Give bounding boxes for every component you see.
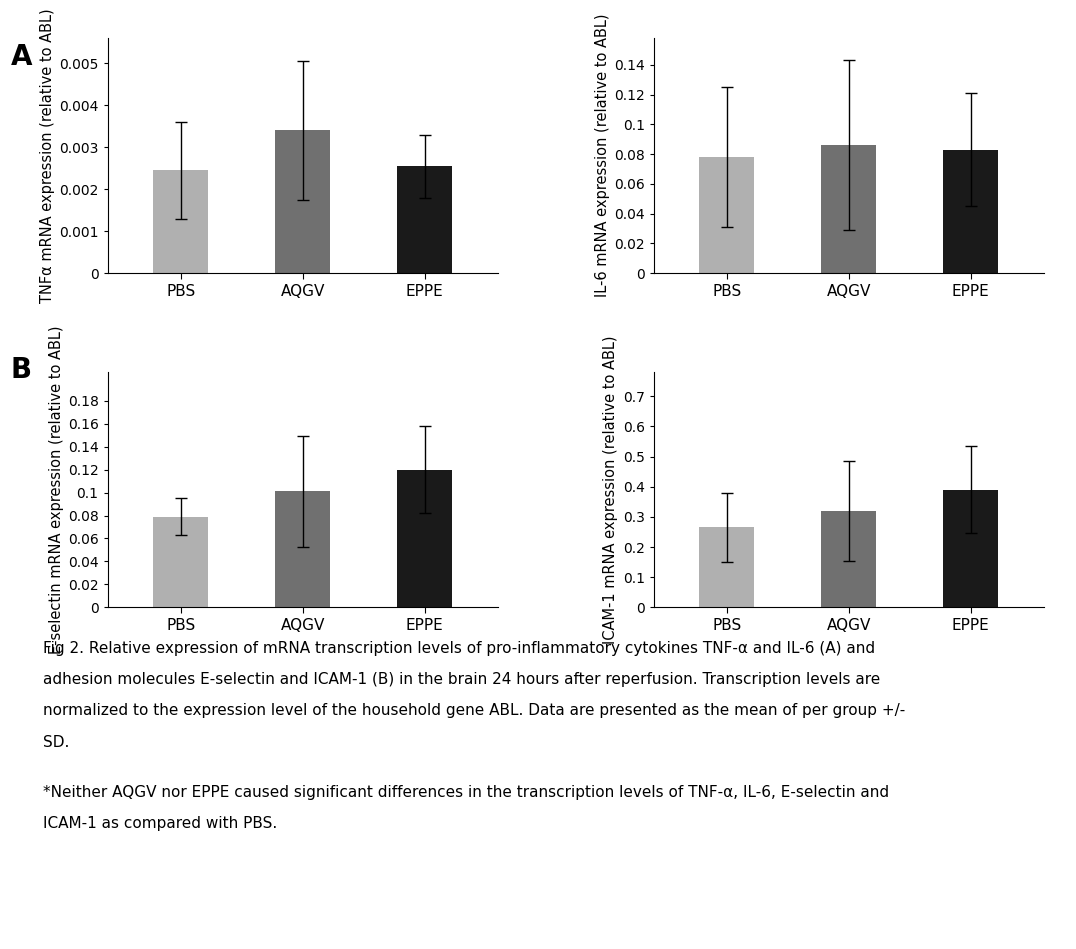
Text: Fig 2. Relative expression of mRNA transcription levels of pro-inflammatory cyto: Fig 2. Relative expression of mRNA trans… [43, 641, 875, 656]
Bar [153, 170, 208, 273]
Y-axis label: IL-6 mRNA expression (relative to ABL): IL-6 mRNA expression (relative to ABL) [595, 14, 610, 297]
Bar [944, 490, 999, 607]
Bar [821, 145, 876, 273]
Text: B: B [11, 356, 32, 384]
Y-axis label: TNFα mRNA expression (relative to ABL): TNFα mRNA expression (relative to ABL) [40, 9, 55, 303]
Y-axis label: ICAM-1 mRNA expression (relative to ABL): ICAM-1 mRNA expression (relative to ABL) [604, 335, 619, 644]
Text: A: A [11, 43, 32, 71]
Bar [153, 516, 208, 607]
Text: adhesion molecules E-selectin and ICAM-1 (B) in the brain 24 hours after reperfu: adhesion molecules E-selectin and ICAM-1… [43, 672, 880, 687]
Text: ICAM-1 as compared with PBS.: ICAM-1 as compared with PBS. [43, 816, 278, 831]
Bar [944, 150, 999, 273]
Bar [699, 158, 754, 273]
Bar [397, 470, 452, 607]
Bar [275, 492, 330, 607]
Bar [699, 528, 754, 607]
Text: *Neither AQGV nor EPPE caused significant differences in the transcription level: *Neither AQGV nor EPPE caused significan… [43, 785, 889, 800]
Y-axis label: E-selectin mRNA expression (relative to ABL): E-selectin mRNA expression (relative to … [48, 326, 63, 654]
Bar [275, 130, 330, 273]
Text: SD.: SD. [43, 735, 70, 750]
Bar [397, 166, 452, 273]
Text: normalized to the expression level of the household gene ABL. Data are presented: normalized to the expression level of th… [43, 703, 905, 718]
Bar [821, 511, 876, 607]
